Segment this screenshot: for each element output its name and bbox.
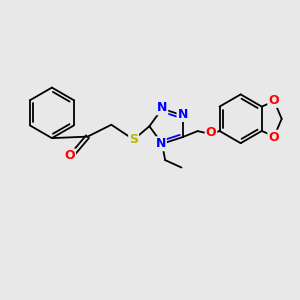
Text: S: S (129, 133, 138, 146)
Text: N: N (155, 137, 166, 150)
Text: N: N (157, 101, 167, 114)
Text: N: N (178, 108, 188, 121)
Text: O: O (268, 131, 279, 144)
Text: O: O (206, 125, 216, 139)
Text: O: O (64, 149, 75, 162)
Text: O: O (268, 94, 279, 107)
